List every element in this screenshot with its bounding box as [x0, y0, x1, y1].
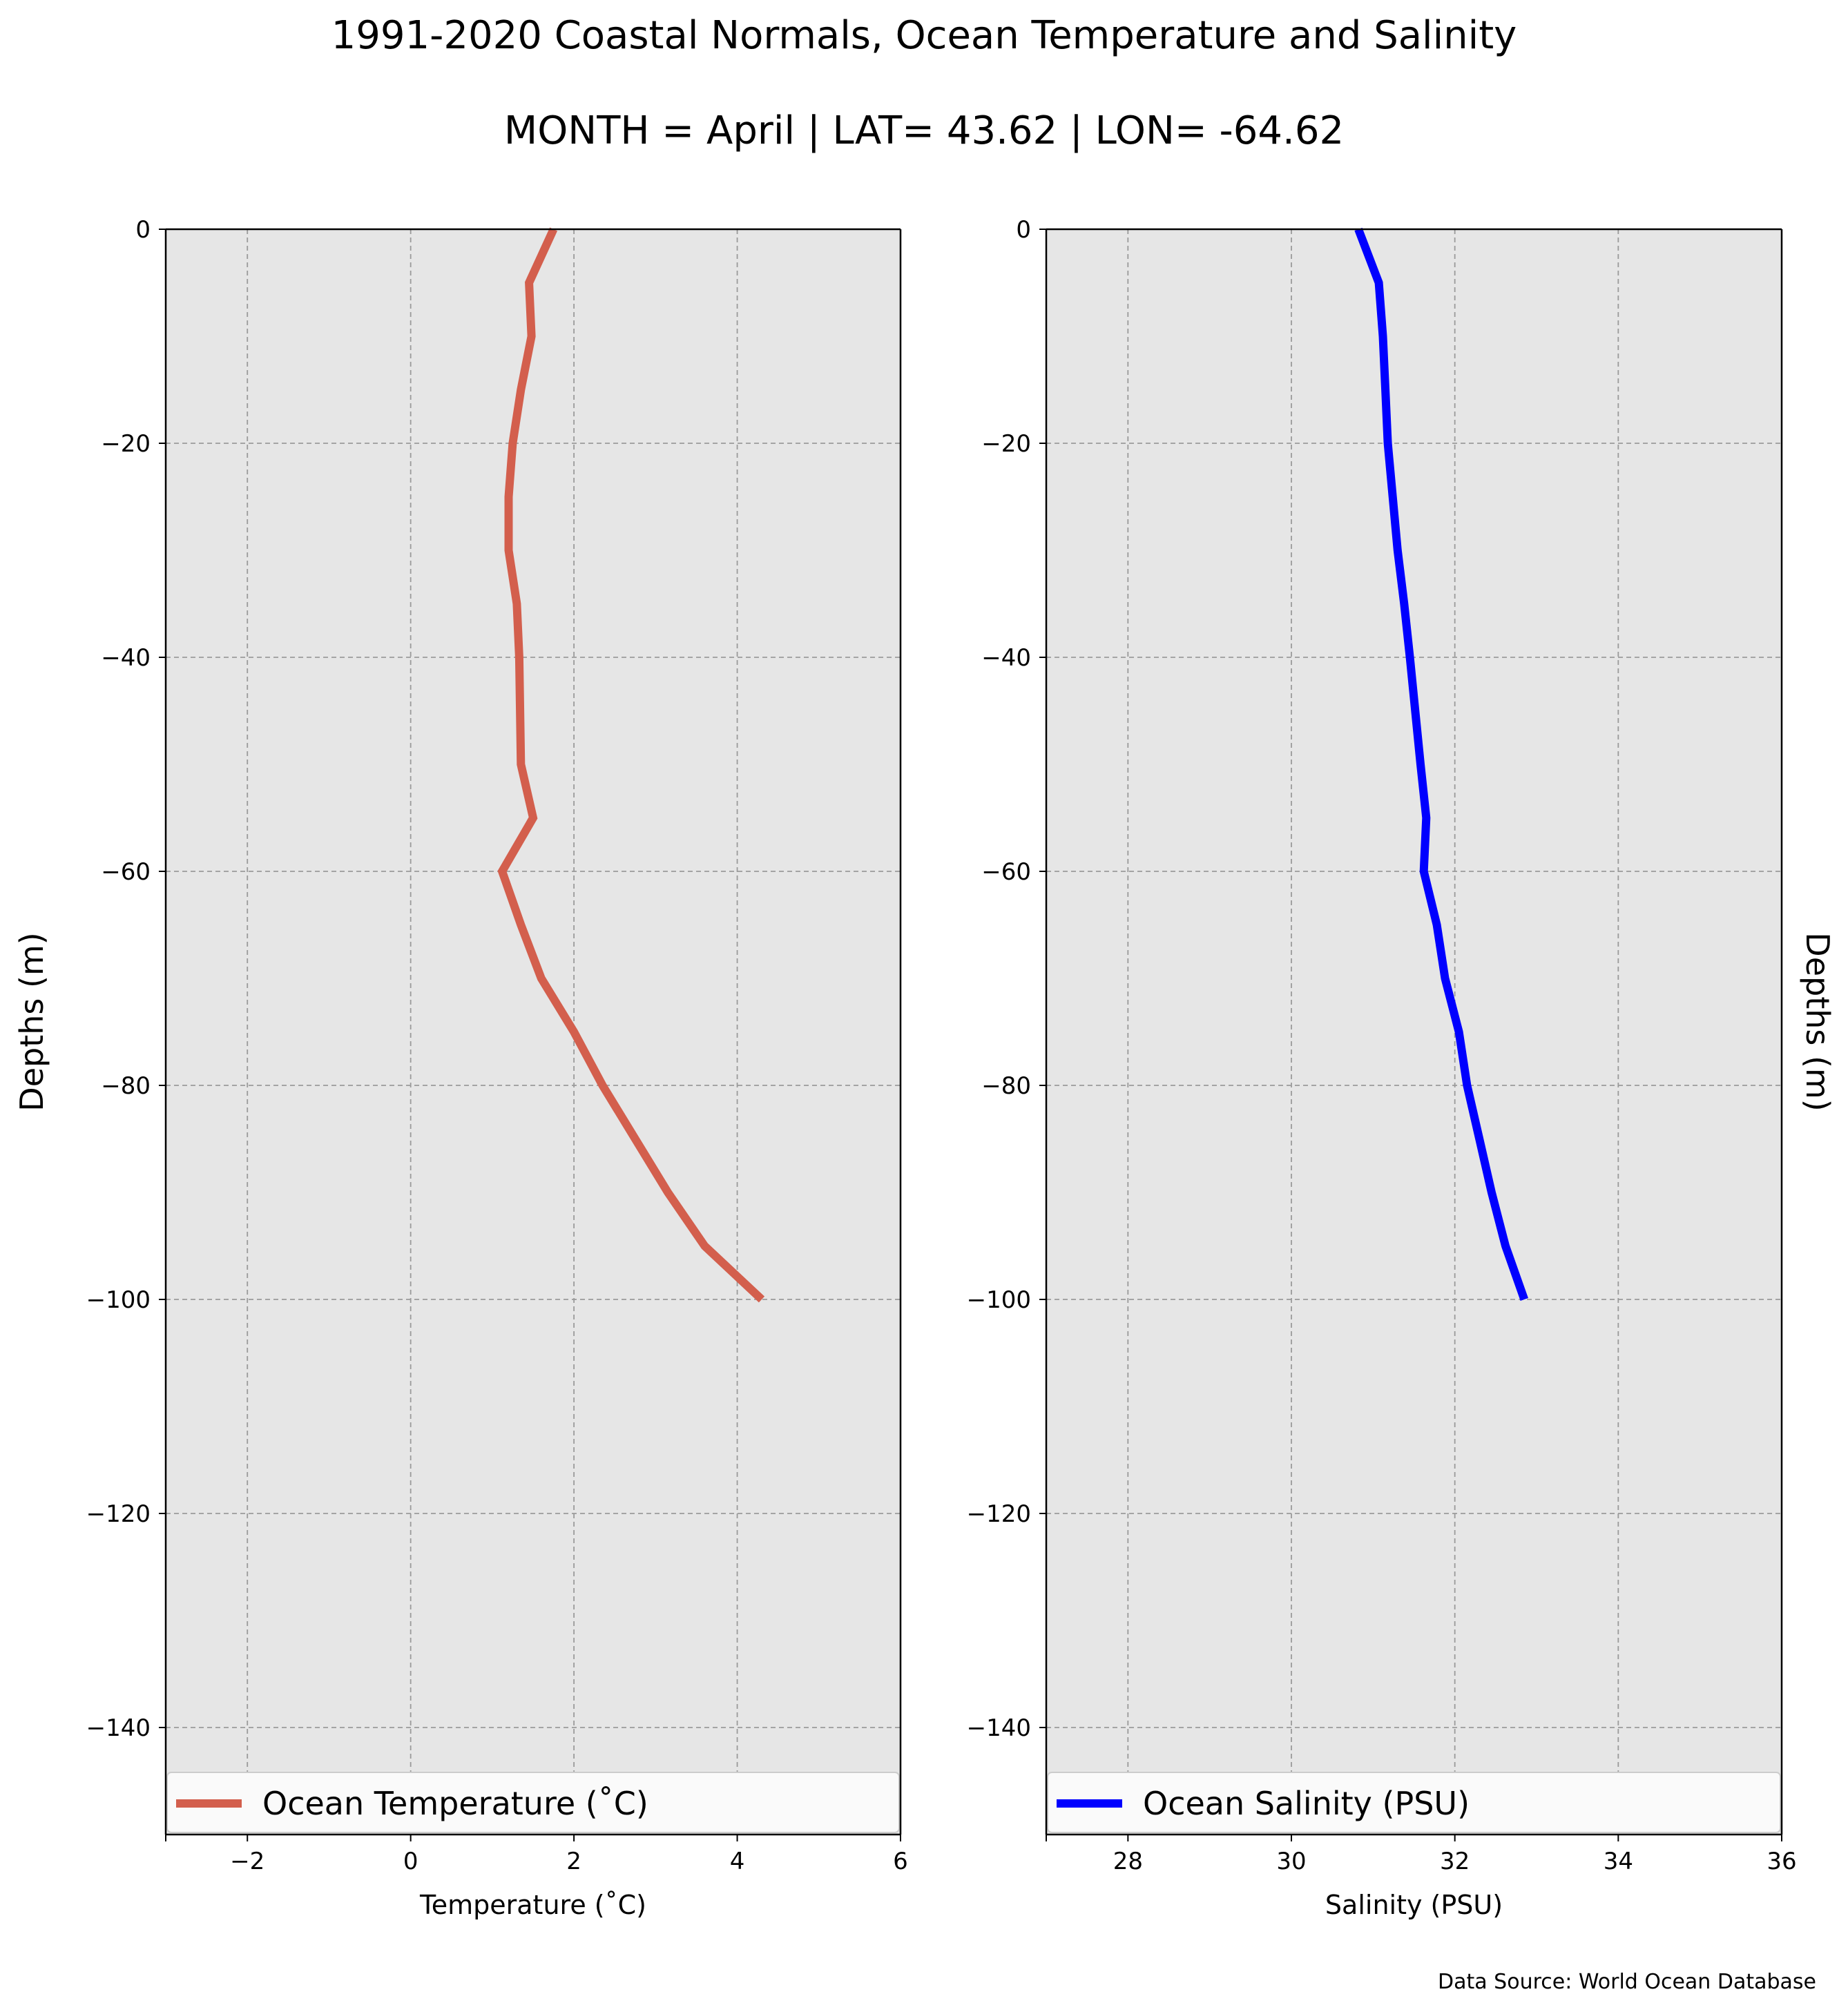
y-tick-label: −60: [101, 858, 151, 886]
x-tick-label: −2: [230, 1848, 264, 1875]
chart-title: 1991-2020 Coastal Normals, Ocean Tempera…: [331, 13, 1517, 58]
legend: Ocean Temperature (˚C): [166, 1772, 900, 1833]
salinity-panel: Ocean Salinity (PSU)28 30 32 34 36 0 −20 −40 −60…: [967, 216, 1797, 1920]
x-axis-label: Salinity (PSU): [1325, 1890, 1503, 1920]
legend-label: Ocean Temperature (˚C): [262, 1785, 648, 1822]
temperature-panel: Ocean Temperature (˚C)−2 0 2 4 60−20−40−60−8…: [86, 216, 908, 1920]
data-source-note: Data Source: World Ocean Database: [1438, 1970, 1816, 1994]
y-tick-label: −40: [101, 644, 151, 672]
plot-area: [166, 229, 901, 1835]
x-axis-label: Temperature (˚C): [419, 1890, 646, 1920]
legend-box: [1047, 1772, 1781, 1833]
right-y-axis-label: Depths (m): [1799, 932, 1836, 1111]
legend-box: [166, 1772, 900, 1833]
legend-label: Ocean Salinity (PSU): [1143, 1785, 1470, 1822]
x-tick-label: 2: [566, 1848, 581, 1875]
left-y-axis-label: Depths (m): [13, 932, 50, 1111]
y-tick-label: −20: [101, 430, 151, 458]
x-tick-label: 30: [1276, 1848, 1306, 1875]
x-tick-label: 34: [1604, 1848, 1633, 1875]
plot-area: [1046, 229, 1782, 1835]
y-tick-label: −80: [101, 1072, 151, 1100]
x-tick-label: 36: [1767, 1848, 1796, 1875]
y-tick-label: 0: [135, 216, 151, 244]
y-tick-label: −40: [981, 644, 1031, 672]
y-tick-label: −80: [981, 1072, 1031, 1100]
y-tick-label: −140: [967, 1714, 1031, 1742]
series-line: [1354, 227, 1528, 1301]
chart-subtitle: MONTH = April | LAT= 43.62 | LON= -64.62: [504, 108, 1344, 153]
y-tick-label: −140: [86, 1714, 151, 1742]
x-tick-label: 0: [403, 1848, 418, 1875]
y-tick-label: −60: [981, 858, 1031, 886]
y-tick-label: −120: [967, 1500, 1031, 1528]
x-tick-label: 32: [1440, 1848, 1470, 1875]
legend: Ocean Salinity (PSU): [1047, 1772, 1781, 1833]
x-tick-label: 28: [1113, 1848, 1143, 1875]
series-line: [497, 227, 765, 1303]
y-tick-label: −20: [981, 430, 1031, 458]
x-tick-label: 4: [730, 1848, 745, 1875]
y-tick-label: −100: [967, 1286, 1031, 1314]
y-tick-label: −100: [86, 1286, 151, 1314]
x-tick-label: 6: [893, 1848, 908, 1875]
y-tick-label: −120: [86, 1500, 151, 1528]
y-tick-label: 0: [1016, 216, 1031, 244]
